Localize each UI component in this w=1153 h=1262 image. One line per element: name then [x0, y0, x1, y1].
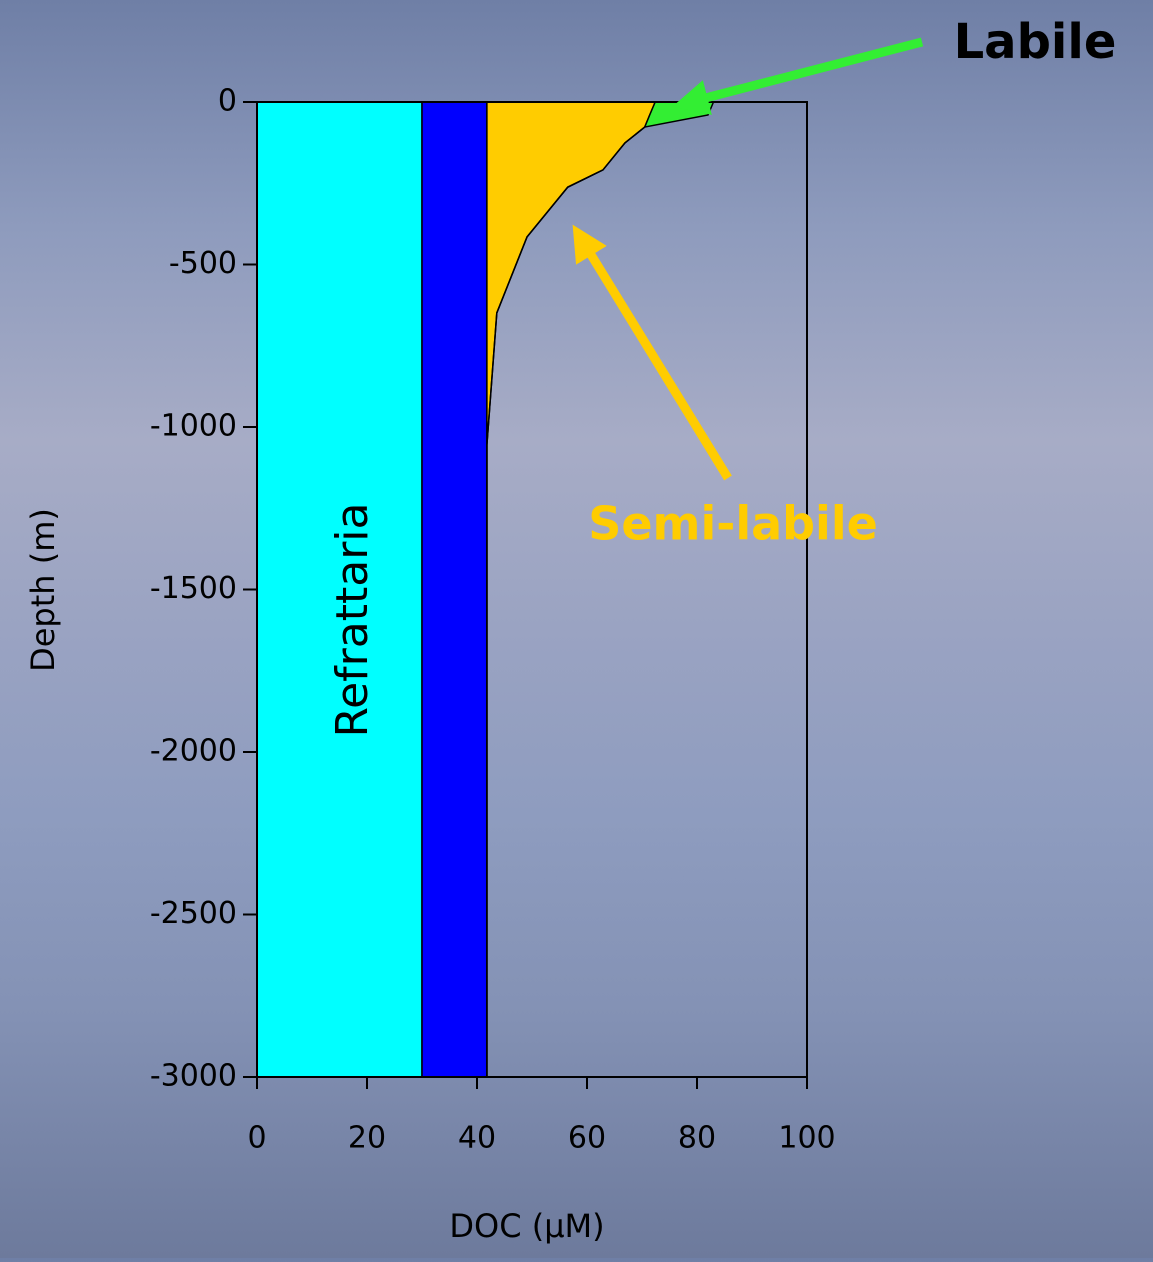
- plot-area: 0 -500 -1000 -1500 -2000 -2500 -3000 0 20 40 60 80 1…: [150, 84, 836, 1156]
- x-axis-label: DOC (µM): [449, 1207, 604, 1245]
- x-tick-label: 40: [458, 1121, 496, 1156]
- arrow: [572, 224, 732, 481]
- x-tick-label: 0: [247, 1121, 266, 1156]
- y-axis-label: Depth (m): [24, 508, 62, 672]
- annotation: Semi-labile: [588, 497, 878, 551]
- y-tick-label: -2500: [150, 896, 237, 931]
- y-tick-label: -2000: [150, 734, 237, 769]
- area: [486, 101, 657, 1077]
- y-tick-label: -1500: [150, 571, 237, 606]
- x-tick-label: 20: [348, 1121, 386, 1156]
- area: [421, 101, 488, 1078]
- annotation: Labile: [954, 14, 1117, 70]
- y-tick-label: -3000: [150, 1059, 237, 1094]
- y-tick-label: -500: [169, 246, 237, 281]
- x-tick-label: 100: [778, 1121, 835, 1156]
- y-tick-label: 0: [218, 84, 237, 119]
- x-tick-label: 60: [568, 1121, 606, 1156]
- arrow: [672, 37, 924, 115]
- x-tick-label: 80: [678, 1121, 716, 1156]
- area: [486, 101, 715, 1077]
- annotation: Refrattaria: [327, 503, 378, 738]
- plot-frame: [257, 101, 808, 1077]
- y-tick-label: -1000: [150, 409, 237, 444]
